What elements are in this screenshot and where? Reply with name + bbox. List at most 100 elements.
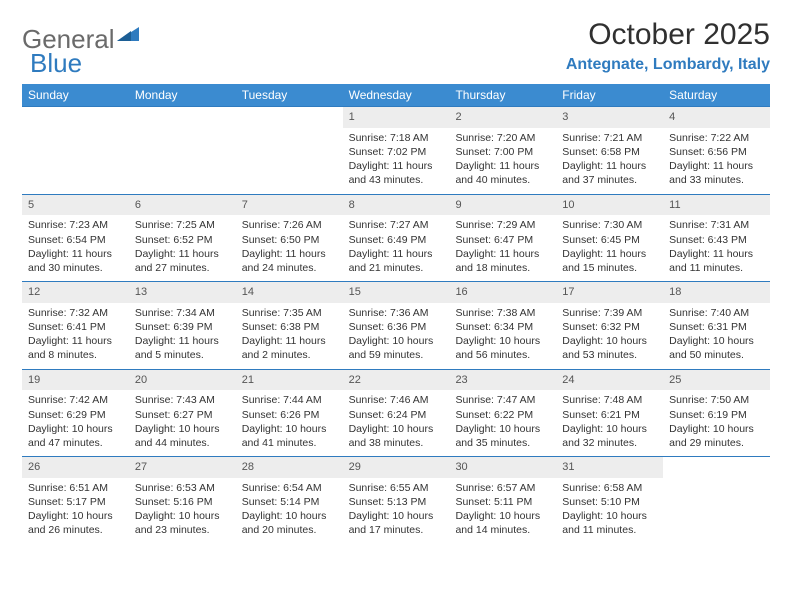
day-body: Sunrise: 7:47 AMSunset: 6:22 PMDaylight:… [449, 390, 556, 456]
day-body [22, 128, 129, 137]
day-line: Daylight: 10 hours and 59 minutes. [349, 334, 444, 362]
day-number: 9 [449, 195, 556, 216]
day-number: 18 [663, 282, 770, 303]
day-line: Sunrise: 7:35 AM [242, 306, 337, 320]
day-line: Sunset: 6:50 PM [242, 233, 337, 247]
day-line: Sunset: 5:17 PM [28, 495, 123, 509]
calendar-cell: 16Sunrise: 7:38 AMSunset: 6:34 PMDayligh… [449, 282, 556, 369]
calendar-header-cell: Saturday [663, 84, 770, 106]
day-body: Sunrise: 7:50 AMSunset: 6:19 PMDaylight:… [663, 390, 770, 456]
calendar-row: 12 Sunrise: 7:32 AMSunset: 6:41 PM Dayligh… [22, 281, 770, 369]
day-number: 27 [129, 457, 236, 478]
calendar-cell: 17Sunrise: 7:39 AMSunset: 6:32 PMDayligh… [556, 282, 663, 369]
day-line: Daylight: 11 hours and 40 minutes. [455, 159, 550, 187]
day-body: Sunrise: 7:29 AMSunset: 6:47 PMDaylight:… [449, 215, 556, 281]
calendar-body: 1Sunrise: 7:18 AMSunset: 7:02 PMDaylight… [22, 106, 770, 544]
page-header: General October 2025 Antegnate, Lombardy… [22, 18, 770, 74]
day-number [236, 107, 343, 128]
calendar-cell: 21Sunrise: 7:44 AMSunset: 6:26 PMDayligh… [236, 370, 343, 457]
calendar-cell [129, 107, 236, 194]
day-line: Sunset: 6:47 PM [455, 233, 550, 247]
calendar-cell: 2Sunrise: 7:20 AMSunset: 7:00 PMDaylight… [449, 107, 556, 194]
day-line: Daylight: 11 hours and 21 minutes. [349, 247, 444, 275]
day-line: Daylight: 10 hours and 17 minutes. [349, 509, 444, 537]
title-block: October 2025 Antegnate, Lombardy, Italy [566, 18, 770, 74]
day-number: 22 [343, 370, 450, 391]
day-body: Sunrise: 7:40 AMSunset: 6:31 PMDaylight:… [663, 303, 770, 369]
day-number: 12 [22, 282, 129, 303]
day-line: Sunrise: 7:26 AM [242, 218, 337, 232]
day-line: Sunset: 7:00 PM [455, 145, 550, 159]
day-body: Sunrise: 7:25 AMSunset: 6:52 PMDaylight:… [129, 215, 236, 281]
calendar-row: 5Sunrise: 7:23 AMSunset: 6:54 PMDaylight… [22, 194, 770, 282]
calendar-cell: 13Sunrise: 7:34 AMSunset: 6:39 PMDayligh… [129, 282, 236, 369]
calendar-cell: 31Sunrise: 6:58 AMSunset: 5:10 PMDayligh… [556, 457, 663, 544]
day-line: Daylight: 10 hours and 38 minutes. [349, 422, 444, 450]
calendar-cell [22, 107, 129, 194]
day-line: Daylight: 10 hours and 11 minutes. [562, 509, 657, 537]
calendar-cell: 26Sunrise: 6:51 AMSunset: 5:17 PMDayligh… [22, 457, 129, 544]
day-number: 21 [236, 370, 343, 391]
day-number: 16 [449, 282, 556, 303]
day-body: Sunrise: 7:22 AMSunset: 6:56 PMDaylight:… [663, 128, 770, 194]
day-number: 7 [236, 195, 343, 216]
calendar: SundayMondayTuesdayWednesdayThursdayFrid… [22, 84, 770, 544]
day-number: 1 [343, 107, 450, 128]
day-body: Sunrise: 7:26 AMSunset: 6:50 PMDaylight:… [236, 215, 343, 281]
day-line: Daylight: 11 hours and 43 minutes. [349, 159, 444, 187]
day-line: Daylight: 10 hours and 50 minutes. [669, 334, 764, 362]
day-body [236, 128, 343, 137]
day-line: Sunset: 6:41 PM [28, 320, 123, 334]
day-line: Daylight: 10 hours and 47 minutes. [28, 422, 123, 450]
day-number [22, 107, 129, 128]
day-line: Sunrise: 7:31 AM [669, 218, 764, 232]
day-line: Daylight: 10 hours and 29 minutes. [669, 422, 764, 450]
day-number: 11 [663, 195, 770, 216]
day-body: Sunrise: 6:55 AMSunset: 5:13 PMDaylight:… [343, 478, 450, 544]
day-number [663, 457, 770, 478]
day-line: Sunrise: 7:39 AM [562, 306, 657, 320]
day-number: 10 [556, 195, 663, 216]
calendar-cell: 1Sunrise: 7:18 AMSunset: 7:02 PMDaylight… [343, 107, 450, 194]
day-body [129, 128, 236, 137]
location-label: Antegnate, Lombardy, Italy [566, 56, 770, 74]
day-line: Daylight: 11 hours and 37 minutes. [562, 159, 657, 187]
calendar-header-cell: Wednesday [343, 84, 450, 106]
day-line: Sunrise: 7:40 AM [669, 306, 764, 320]
day-line: Daylight: 10 hours and 20 minutes. [242, 509, 337, 537]
day-line: Daylight: 10 hours and 41 minutes. [242, 422, 337, 450]
day-line: Sunrise: 7:34 AM [135, 306, 230, 320]
calendar-cell: 4Sunrise: 7:22 AMSunset: 6:56 PMDaylight… [663, 107, 770, 194]
day-number: 20 [129, 370, 236, 391]
day-line: Daylight: 11 hours and 18 minutes. [455, 247, 550, 275]
day-body: Sunrise: 7:34 AMSunset: 6:39 PMDaylight:… [129, 303, 236, 369]
logo-word2: Blue [30, 48, 82, 79]
day-line: Daylight: 11 hours and 5 minutes. [135, 334, 230, 362]
day-line: Sunrise: 7:43 AM [135, 393, 230, 407]
day-body: Sunrise: 7:20 AMSunset: 7:00 PMDaylight:… [449, 128, 556, 194]
calendar-row: 19Sunrise: 7:42 AMSunset: 6:29 PMDayligh… [22, 369, 770, 457]
day-line: Sunrise: 7:32 AM [28, 306, 123, 320]
day-number: 14 [236, 282, 343, 303]
day-line: Sunrise: 7:23 AM [28, 218, 123, 232]
day-line: Sunset: 5:10 PM [562, 495, 657, 509]
day-line: Sunset: 5:16 PM [135, 495, 230, 509]
day-line: Daylight: 10 hours and 44 minutes. [135, 422, 230, 450]
calendar-row: 26Sunrise: 6:51 AMSunset: 5:17 PMDayligh… [22, 456, 770, 544]
day-line: Daylight: 10 hours and 35 minutes. [455, 422, 550, 450]
calendar-cell: 30Sunrise: 6:57 AMSunset: 5:11 PMDayligh… [449, 457, 556, 544]
day-number: 28 [236, 457, 343, 478]
day-body: Sunrise: 6:53 AMSunset: 5:16 PMDaylight:… [129, 478, 236, 544]
day-number: 25 [663, 370, 770, 391]
day-line: Sunset: 6:19 PM [669, 408, 764, 422]
calendar-cell [663, 457, 770, 544]
day-body: Sunrise: 7:27 AMSunset: 6:49 PMDaylight:… [343, 215, 450, 281]
day-number: 24 [556, 370, 663, 391]
calendar-cell: 10Sunrise: 7:30 AMSunset: 6:45 PMDayligh… [556, 195, 663, 282]
calendar-cell: 14Sunrise: 7:35 AMSunset: 6:38 PMDayligh… [236, 282, 343, 369]
calendar-cell: 22Sunrise: 7:46 AMSunset: 6:24 PMDayligh… [343, 370, 450, 457]
day-line: Sunset: 6:36 PM [349, 320, 444, 334]
day-body: Sunrise: 7:38 AMSunset: 6:34 PMDaylight:… [449, 303, 556, 369]
calendar-cell: 12Sunrise: 7:32 AMSunset: 6:41 PMDayligh… [22, 282, 129, 369]
day-line: Daylight: 11 hours and 15 minutes. [562, 247, 657, 275]
